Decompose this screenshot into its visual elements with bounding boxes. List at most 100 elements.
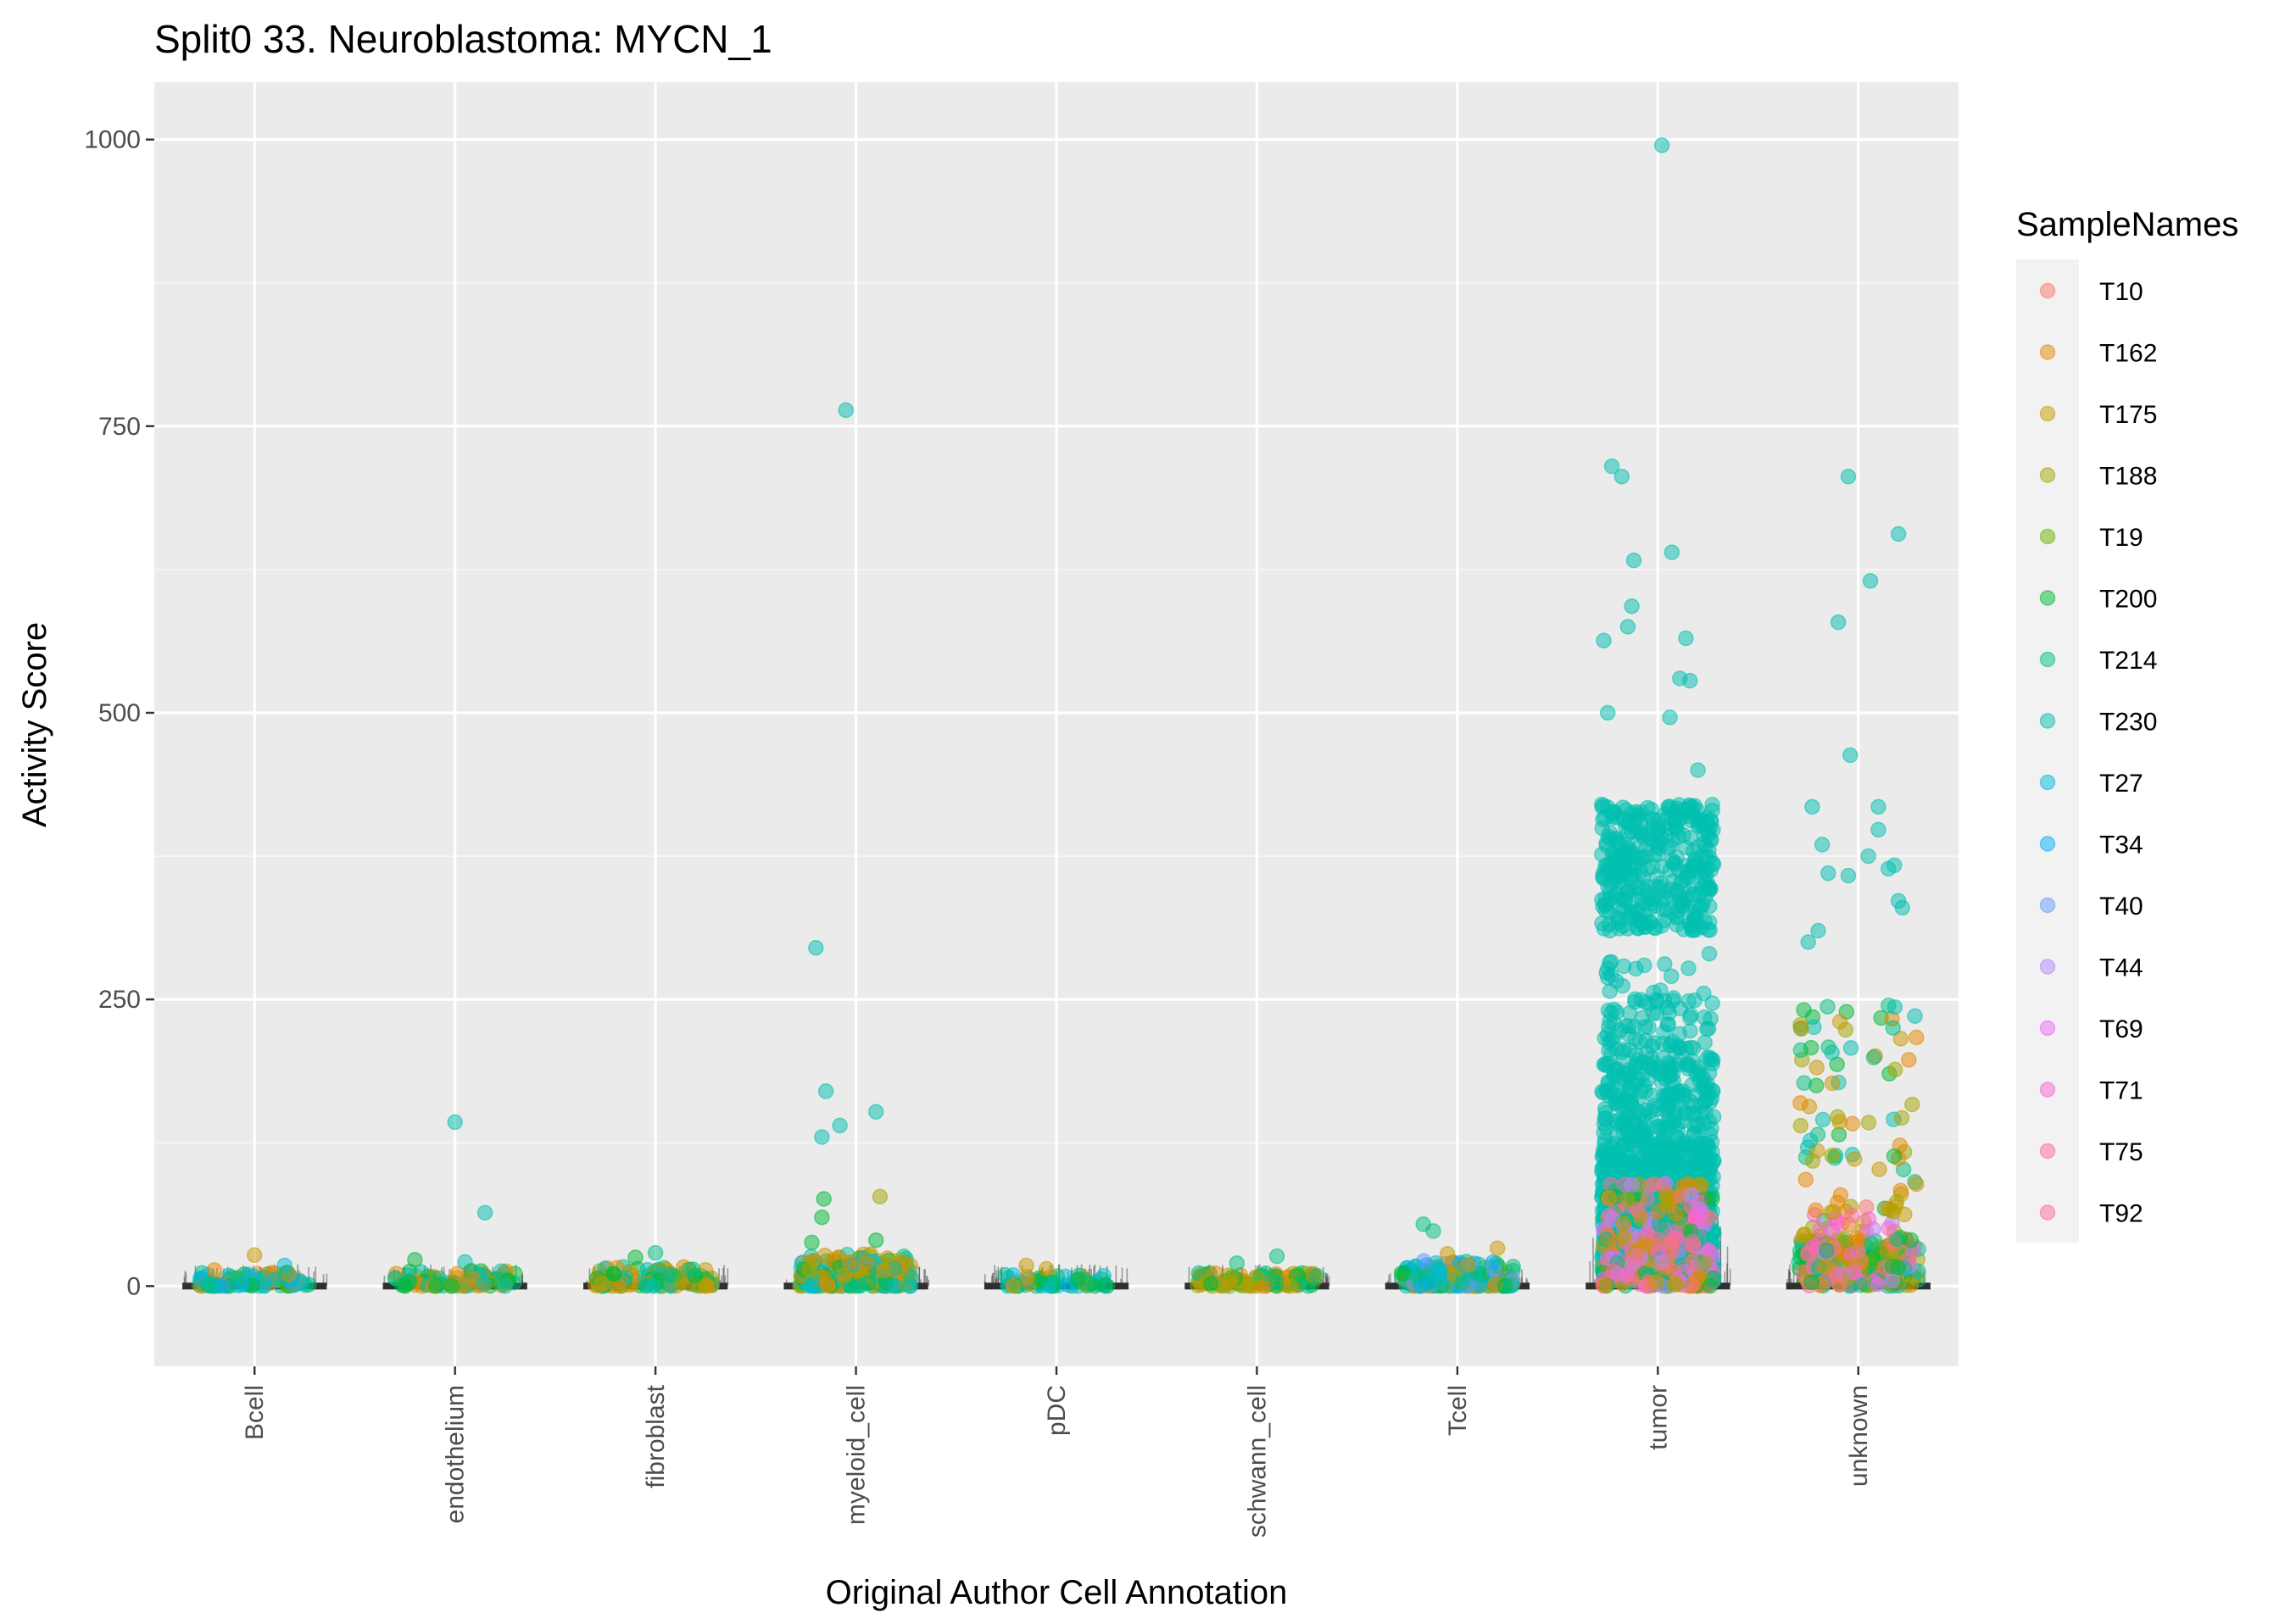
data-point (1608, 1236, 1624, 1253)
density-trace (322, 1274, 325, 1287)
legend-label: T10 (2099, 278, 2143, 306)
data-point (1701, 1113, 1718, 1130)
data-points (191, 137, 1926, 1294)
data-point (1629, 1103, 1645, 1120)
data-point (215, 1278, 232, 1294)
data-point (1594, 892, 1610, 908)
x-tick-label: Bcell (241, 1385, 269, 1440)
data-point (1680, 1139, 1697, 1155)
data-point (1669, 1148, 1686, 1165)
data-point (1796, 1227, 1812, 1243)
density-trace (991, 1273, 994, 1287)
outlier-point (1890, 526, 1907, 542)
outlier-point (1603, 458, 1620, 475)
outlier-point (276, 1257, 293, 1274)
legend-key (2039, 713, 2056, 729)
legend-label: T27 (2099, 770, 2143, 798)
data-point (1842, 1040, 1859, 1056)
outlier-point (1870, 821, 1886, 838)
density-trace (586, 1280, 588, 1287)
data-point (1846, 1151, 1863, 1167)
x-tick-label: tumor (1644, 1385, 1672, 1450)
data-point (1704, 797, 1720, 813)
data-point (1049, 1268, 1066, 1284)
data-point (1005, 1278, 1022, 1294)
data-point (1678, 1056, 1695, 1073)
data-point (1595, 811, 1611, 827)
data-point (1600, 960, 1616, 976)
outlier-point (1439, 1246, 1456, 1262)
outlier-point (1599, 704, 1616, 721)
data-point (1820, 1039, 1836, 1055)
data-point (1657, 956, 1673, 972)
data-point (1627, 991, 1643, 1008)
y-tick-label: 0 (126, 1272, 141, 1300)
outlier-point (1860, 848, 1876, 865)
data-point (1863, 1235, 1880, 1252)
density-trace (1594, 1279, 1596, 1287)
legend-key (2039, 651, 2056, 668)
outlier-point (838, 402, 854, 419)
y-tick-label: 500 (98, 699, 141, 727)
outlier-point (1593, 796, 1610, 813)
data-point (1650, 846, 1667, 863)
density-trace (1388, 1275, 1390, 1287)
density-trace (926, 1276, 928, 1287)
density-trace (1789, 1272, 1792, 1287)
data-point (1792, 1095, 1808, 1111)
legend-key (2039, 774, 2056, 791)
data-point (1655, 1050, 1672, 1066)
data-point (1594, 1160, 1611, 1176)
density-trace (1387, 1281, 1389, 1287)
data-point (594, 1276, 610, 1293)
outlier-point (1681, 672, 1698, 689)
data-point (1669, 1231, 1686, 1248)
data-point (1619, 1026, 1636, 1043)
data-point (1597, 1144, 1613, 1160)
legend-key (2039, 405, 2056, 422)
y-axis-title: Activity Score (16, 622, 53, 827)
data-point (1597, 1104, 1614, 1121)
data-point (1653, 1254, 1670, 1271)
density-trace (984, 1274, 986, 1287)
density-trace (718, 1268, 720, 1287)
data-point (1618, 1121, 1635, 1137)
legend-key (2039, 528, 2056, 545)
outlier-point (1842, 747, 1859, 764)
legend-label: T75 (2099, 1138, 2143, 1166)
outlier-point (1870, 798, 1886, 815)
data-point (1629, 1247, 1645, 1264)
data-point (1901, 1052, 1917, 1068)
data-point (1831, 1126, 1847, 1143)
data-point (1803, 1274, 1820, 1291)
data-point (1663, 887, 1680, 904)
legend-key (2039, 1020, 2056, 1037)
data-point (1664, 1034, 1681, 1050)
data-point (1704, 1191, 1720, 1207)
density-trace (1791, 1278, 1792, 1287)
x-axis-title: Original Author Cell Annotation (826, 1574, 1288, 1611)
data-point (681, 1261, 698, 1278)
data-point (1638, 1237, 1654, 1254)
legend-key (2039, 1204, 2056, 1221)
outlier-point (1840, 469, 1857, 485)
data-point (1684, 1276, 1700, 1293)
outlier-point (1489, 1240, 1506, 1256)
data-point (1865, 1049, 1882, 1065)
outlier-point (457, 1254, 473, 1271)
data-point (662, 1266, 678, 1282)
legend-key (2039, 590, 2056, 606)
data-point (997, 1266, 1013, 1283)
data-point (644, 1278, 661, 1294)
data-point (1705, 1152, 1722, 1168)
density-trace (926, 1276, 928, 1287)
data-point (1844, 1115, 1861, 1132)
density-trace (984, 1281, 986, 1287)
legend-label: T34 (2099, 831, 2143, 859)
legend-label: T92 (2099, 1200, 2143, 1228)
density-trace (994, 1265, 995, 1287)
outlier-point (1830, 614, 1847, 631)
y-tick-label: 750 (98, 413, 141, 441)
data-point (801, 1261, 818, 1278)
data-point (1683, 1187, 1700, 1204)
